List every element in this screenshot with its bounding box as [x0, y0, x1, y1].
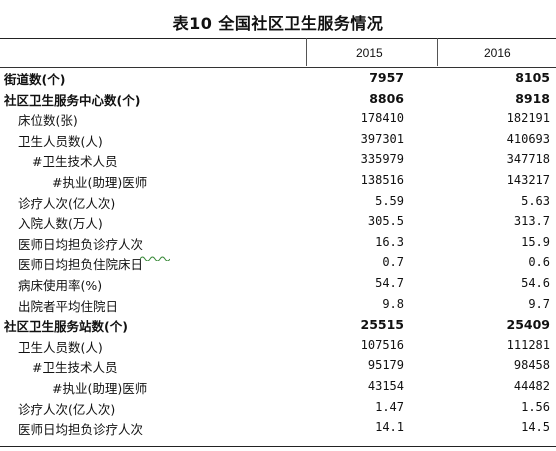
table-row: #卫生技术人员 335979 347718 — [0, 149, 556, 170]
table-row: 入院人数(万人) 305.5 313.7 — [0, 211, 556, 232]
value-2015: 138516 — [360, 172, 404, 187]
row-label: 诊疗人次(亿人次) — [18, 401, 116, 417]
value-2015: 335979 — [360, 152, 404, 167]
value-2016: 0.6 — [528, 255, 550, 270]
value-2016: 25409 — [506, 317, 551, 333]
column-header-2015: 2015 — [356, 46, 383, 60]
column-divider — [437, 38, 438, 66]
value-2016: 8918 — [515, 90, 550, 106]
row-label: 入院人数(万人) — [18, 216, 103, 232]
value-2016: 44482 — [513, 378, 550, 393]
value-2016: 5.63 — [521, 193, 550, 208]
table-row: 街道数(个) 7957 8105 — [0, 67, 556, 88]
value-2016: 54.6 — [521, 275, 550, 290]
row-label: #执业(助理)医师 — [52, 380, 148, 396]
table-row: #执业(助理)医师 138516 143217 — [0, 170, 556, 191]
value-2015: 0.7 — [382, 255, 404, 270]
value-2016: 111281 — [506, 337, 550, 352]
value-2015: 16.3 — [375, 234, 404, 249]
table-row: 出院者平均住院日 9.8 9.7 — [0, 294, 556, 315]
value-2016: 98458 — [513, 358, 550, 373]
table-body: 街道数(个) 7957 8105 社区卫生服务中心数(个) 8806 8918 床位数(张)… — [0, 67, 556, 438]
row-label: 病床使用率(%) — [18, 277, 103, 293]
row-label: 医师日均担负诊疗人次 — [18, 422, 144, 438]
row-label: 街道数(个) — [4, 72, 66, 87]
row-label: 诊疗人次(亿人次) — [18, 195, 116, 211]
value-2016: 313.7 — [513, 214, 550, 229]
row-label: 社区卫生服务站数(个) — [4, 319, 128, 335]
table-row: 诊疗人次(亿人次) 1.47 1.56 — [0, 397, 556, 418]
value-2015: 14.1 — [375, 420, 404, 435]
table-row: 卫生人员数(人) 397301 410693 — [0, 129, 556, 150]
value-2016: 143217 — [506, 172, 550, 187]
row-label: 卫生人员数(人) — [18, 133, 103, 149]
value-2016: 1.56 — [521, 399, 550, 414]
table-row: #卫生技术人员 95179 98458 — [0, 355, 556, 376]
row-label: #执业(助理)医师 — [52, 174, 148, 190]
table-row: 医师日均担负住院床日 0.7 0.6 — [0, 252, 556, 273]
table-row: 诊疗人次(亿人次) 5.59 5.63 — [0, 191, 556, 212]
table-row: 医师日均担负诊疗人次 14.1 14.5 — [0, 417, 556, 438]
table-bottom-rule — [0, 446, 556, 447]
row-label: 医师日均担负诊疗人次 — [18, 236, 144, 252]
value-2015: 25515 — [360, 317, 405, 333]
table-row: 病床使用率(%) 54.7 54.6 — [0, 273, 556, 294]
value-2015: 9.8 — [382, 296, 404, 311]
table-row: 社区卫生服务站数(个) 25515 25409 — [0, 314, 556, 335]
value-2016: 8105 — [515, 70, 550, 85]
table-row: #执业(助理)医师 43154 44482 — [0, 376, 556, 397]
row-label: #卫生技术人员 — [32, 154, 118, 170]
row-label: 社区卫生服务中心数(个) — [4, 92, 141, 108]
table-row: 医师日均担负诊疗人次 16.3 15.9 — [0, 232, 556, 253]
value-2015: 95179 — [367, 358, 404, 373]
column-header-2016: 2016 — [484, 46, 511, 60]
spellcheck-underline — [140, 256, 170, 261]
column-divider — [306, 38, 307, 66]
value-2016: 14.5 — [521, 420, 550, 435]
table-row: 社区卫生服务中心数(个) 8806 8918 — [0, 88, 556, 109]
value-2015: 8806 — [369, 90, 404, 106]
row-label: 床位数(张) — [18, 113, 78, 129]
table-row: 卫生人员数(人) 107516 111281 — [0, 335, 556, 356]
table-title: 表10 全国社区卫生服务情况 — [172, 14, 384, 33]
value-2015: 305.5 — [367, 214, 404, 229]
value-2015: 107516 — [360, 337, 404, 352]
value-2015: 5.59 — [375, 193, 404, 208]
table-row: 床位数(张) 178410 182191 — [0, 108, 556, 129]
value-2015: 54.7 — [375, 275, 404, 290]
value-2016: 9.7 — [528, 296, 550, 311]
value-2015: 178410 — [360, 111, 404, 126]
value-2016: 347718 — [506, 152, 550, 167]
value-2015: 397301 — [360, 131, 404, 146]
value-2016: 15.9 — [521, 234, 550, 249]
value-2015: 7957 — [369, 70, 404, 85]
value-2016: 182191 — [506, 111, 550, 126]
value-2016: 410693 — [506, 131, 550, 146]
table-header: 2015 2016 — [0, 38, 556, 68]
row-label: 卫生人员数(人) — [18, 339, 103, 355]
row-label: 医师日均担负住院床日 — [18, 257, 144, 273]
row-label: #卫生技术人员 — [32, 360, 118, 376]
value-2015: 1.47 — [375, 399, 404, 414]
value-2015: 43154 — [367, 378, 404, 393]
row-label: 出院者平均住院日 — [18, 298, 119, 314]
